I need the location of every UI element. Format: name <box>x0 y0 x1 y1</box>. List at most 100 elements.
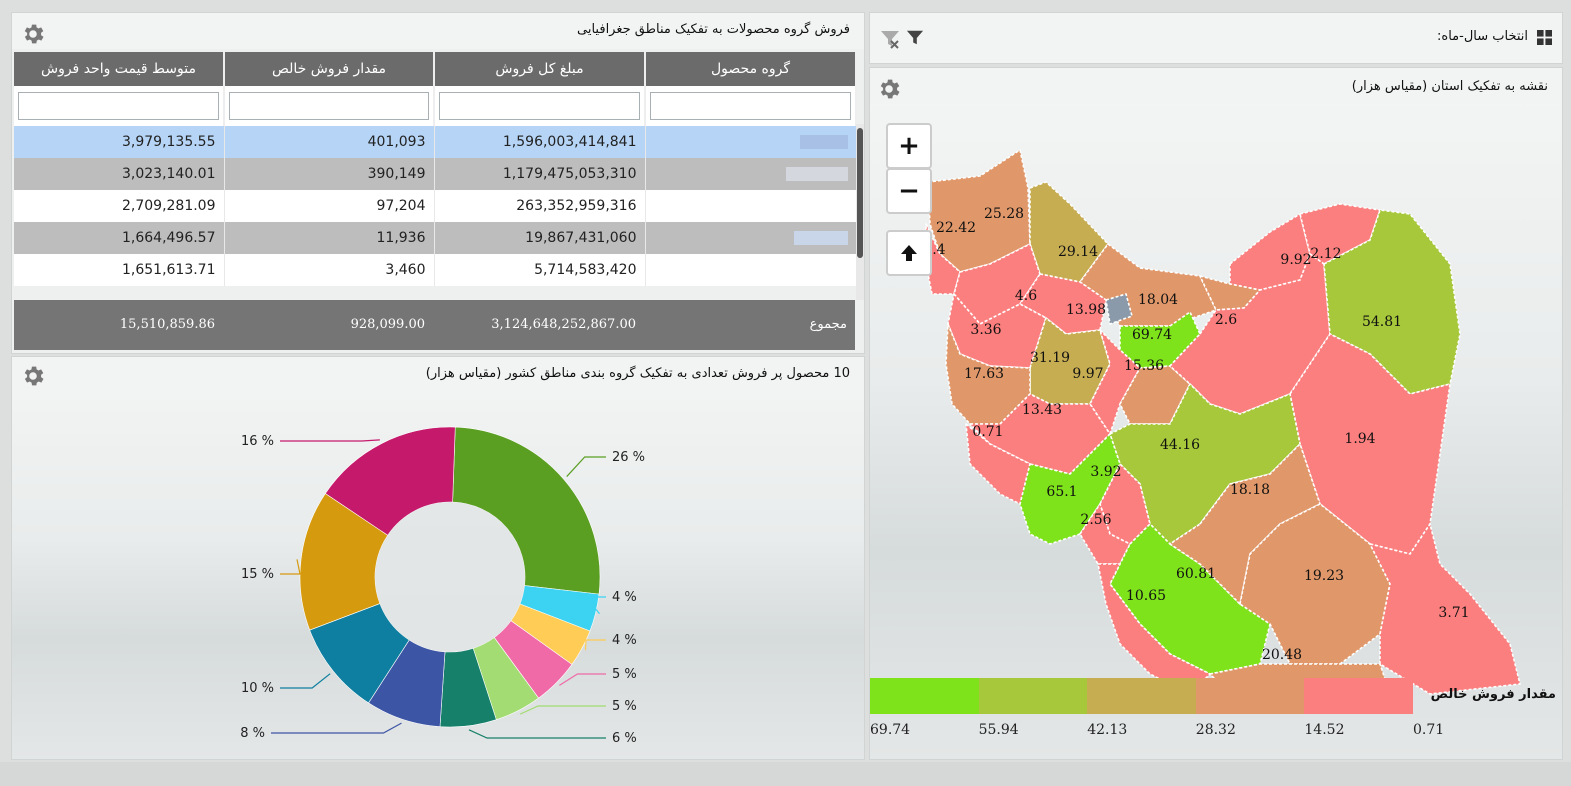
pie-leader-line <box>519 705 606 715</box>
province-value-label: 22.42 <box>936 220 976 236</box>
legend-swatch <box>870 678 979 714</box>
province-region[interactable] <box>1369 523 1521 695</box>
province-region[interactable] <box>1029 181 1109 283</box>
map-legend: مقدار فروش خالص 69.74 55.94 42.13 28.32 14.5… <box>870 678 1562 758</box>
pie-leader-line <box>468 729 606 739</box>
province-value-label: 15.36 <box>1124 358 1164 374</box>
province-value-label: 4.6 <box>1015 288 1037 304</box>
zoom-in-button[interactable]: + <box>886 123 932 169</box>
pie-slice-label: 6 % <box>612 731 637 746</box>
filter-product-group-input[interactable] <box>650 92 851 120</box>
pie-leader-line <box>559 673 606 686</box>
product-cell <box>645 158 857 190</box>
table-header-row: متوسط قیمت واحد فروش مقدار فروش خالص مبل… <box>14 52 857 86</box>
legend-tick-label: 14.52 <box>1304 722 1345 738</box>
province-region[interactable] <box>1105 293 1133 325</box>
filter-row <box>14 86 857 126</box>
amount-cell: 19,867,431,060 <box>434 222 646 254</box>
total-qty: 928,099.00 <box>350 317 425 332</box>
province-value-label: 3.92 <box>1090 464 1121 480</box>
pie-panel-header: 10 محصول پر فروش تعدادی به تفکیک گروه بن… <box>12 357 864 393</box>
pie-slice-label: 5 % <box>612 699 637 714</box>
avg-cell: 3,023,140.01 <box>14 158 225 190</box>
table-total-row: 15,510,859.86 928,099.00 3,124,648,252,8… <box>14 300 855 350</box>
filter-avg-price-input[interactable] <box>18 92 219 120</box>
province-region[interactable] <box>1199 275 1261 311</box>
clear-filter-icon[interactable] <box>880 29 900 53</box>
table-row[interactable]: 2,709,281.09 97,204 263,352,959,316 <box>14 190 857 222</box>
product-cell <box>645 222 857 254</box>
filter-bar: انتخاب سال-ماه: <box>869 12 1563 64</box>
table-scrollbar-thumb[interactable] <box>857 128 863 258</box>
arrow-up-icon <box>901 245 917 261</box>
pie-slice-label: 15 % <box>241 567 274 582</box>
table-row[interactable]: 1,664,496.57 11,936 19,867,431,060 <box>14 222 857 254</box>
pie-leader-line <box>280 439 380 442</box>
filter-total-amount-input[interactable] <box>439 92 640 120</box>
pie-leader-line <box>584 639 606 651</box>
pie-panel-title: 10 محصول پر فروش تعدادی به تفکیک گروه بن… <box>425 366 850 381</box>
donut-chart: 26 % 4 % 4 % 5 % 5 % 6 % 8 % 10 % 15 % 16 % <box>240 426 645 746</box>
province-value-label: 3.71 <box>1438 605 1469 621</box>
map-value-labels: 22.4225.2829.1412.49.922.124.613.9818.04… <box>914 206 1469 663</box>
province-value-label: 17.63 <box>964 366 1004 382</box>
legend-tick-label: 69.74 <box>870 722 911 738</box>
province-region[interactable] <box>1089 329 1141 435</box>
filter-net-qty-input[interactable] <box>229 92 429 120</box>
province-value-label: 69.74 <box>1132 327 1172 343</box>
province-value-label: 2.56 <box>1080 512 1111 528</box>
table-row[interactable]: 3,023,140.01 390,149 1,179,475,053,310 <box>14 158 857 190</box>
col-total-amount[interactable]: مبلغ کل فروش <box>434 52 646 86</box>
province-value-label: 3.36 <box>970 322 1001 338</box>
table-row[interactable]: 1,651,613.71 3,460 5,714,583,420 <box>14 254 857 286</box>
zoom-out-button[interactable]: − <box>886 168 932 214</box>
province-map[interactable]: 22.4225.2829.1412.49.922.124.613.9818.04… <box>870 104 1563 704</box>
table-scrollbar[interactable] <box>856 124 864 300</box>
col-net-qty[interactable]: مقدار فروش خالص <box>224 52 435 86</box>
table-row[interactable]: 3,979,135.55 401,093 1,596,003,414,841 <box>14 126 857 158</box>
pie-slice-label: 4 % <box>612 633 637 648</box>
legend-tick-label: 55.94 <box>978 722 1019 738</box>
province-region[interactable] <box>1099 463 1151 545</box>
pie-leader-line <box>584 596 606 615</box>
province-value-label: 9.97 <box>1072 366 1103 382</box>
table-panel-header: فروش گروه محصولات به تفکیک مناطق جغرافیا… <box>12 13 864 49</box>
pie-slice-label: 16 % <box>241 434 274 449</box>
filter-icon[interactable] <box>906 29 924 51</box>
province-value-label: 54.81 <box>1362 314 1402 330</box>
province-value-label: 44.16 <box>1160 437 1200 453</box>
pie-leader-line <box>280 559 301 575</box>
table-panel-title: فروش گروه محصولات به تفکیک مناطق جغرافیا… <box>577 22 850 37</box>
province-value-label: 9.92 <box>1280 252 1311 268</box>
legend-tick-label: 0.71 <box>1413 722 1445 738</box>
bottom-strip <box>0 762 1571 786</box>
province-value-label: 18.18 <box>1230 482 1270 498</box>
province-value-label: 2.12 <box>1310 246 1341 262</box>
gear-icon[interactable] <box>20 21 46 47</box>
legend-title: مقدار فروش خالص <box>1430 687 1556 702</box>
pie-leader-line <box>280 673 331 689</box>
gear-icon[interactable] <box>876 76 902 102</box>
province-value-label: 0.71 <box>972 424 1003 440</box>
province-value-label: 60.81 <box>1176 566 1216 582</box>
total-amount: 3,124,648,252,867.00 <box>491 317 636 332</box>
grid-icon[interactable] <box>1537 30 1552 45</box>
product-cell <box>645 190 857 222</box>
map-panel: نقشه به تفکیک استان (مقیاس هزار) <box>869 67 1563 760</box>
qty-cell: 390,149 <box>224 158 435 190</box>
map-panel-header: نقشه به تفکیک استان (مقیاس هزار) <box>870 68 1562 104</box>
province-value-label: 2.6 <box>1215 312 1237 328</box>
col-avg-price[interactable]: متوسط قیمت واحد فروش <box>14 52 225 86</box>
legend-swatch <box>1087 678 1196 714</box>
avg-cell: 2,709,281.09 <box>14 190 225 222</box>
total-label: مجموع <box>809 317 847 332</box>
legend-swatch <box>1195 678 1305 714</box>
amount-cell: 1,179,475,053,310 <box>434 158 646 190</box>
pie-slice-label: 26 % <box>612 450 645 465</box>
reset-view-button[interactable] <box>886 230 932 276</box>
gear-icon[interactable] <box>20 363 46 389</box>
province-value-label: 1.94 <box>1344 431 1375 447</box>
col-product-group[interactable]: گروه محصول <box>645 52 857 86</box>
avg-cell: 3,979,135.55 <box>14 126 225 158</box>
pie-slice-label: 8 % <box>240 726 265 741</box>
